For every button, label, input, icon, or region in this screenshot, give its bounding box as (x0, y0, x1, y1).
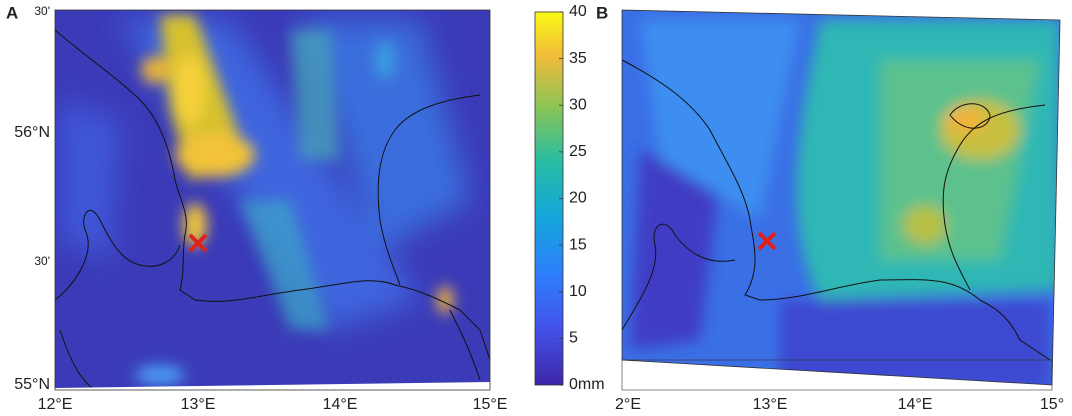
x-tick-label: 14°E (323, 396, 358, 413)
frame-a (54, 9, 491, 391)
colorbar-tick-label: 35 (569, 50, 587, 67)
colorbar-tick-label: 10 (569, 283, 587, 300)
panel-label: A (6, 3, 18, 22)
y-tick-label: 56°N (14, 124, 50, 141)
colorbar-tick-label: 30 (569, 96, 587, 113)
colorbar-tick-label: 20 (569, 190, 587, 207)
x-tick-label: 15° (1040, 396, 1064, 413)
x-tick-label: 14°E (898, 396, 933, 413)
colorbar-tick-label: 40 (569, 3, 587, 20)
x-tick-label: 2°E (615, 396, 641, 413)
x-tick-label: 13°E (753, 396, 788, 413)
map-a (55, 10, 490, 390)
x-tick-label: 15°E (473, 396, 508, 413)
x-tick-label: 12°E (38, 396, 73, 413)
colorbar-tick-label: 5 (569, 330, 578, 347)
colorbar-tick-label: 25 (569, 143, 587, 160)
y-tick-label: 55°N (14, 376, 50, 393)
colorbar-tick-label: 15 (569, 236, 587, 253)
panel-label: B (596, 3, 608, 22)
y-tick-label: 30' (34, 254, 50, 268)
map-b (622, 10, 1060, 385)
frame-b-base (621, 359, 1053, 391)
colorbar-tick-label: 0mm (569, 376, 605, 393)
y-tick-label: 30' (34, 4, 50, 18)
colorbar (534, 11, 564, 386)
x-tick-label: 13°E (181, 396, 216, 413)
